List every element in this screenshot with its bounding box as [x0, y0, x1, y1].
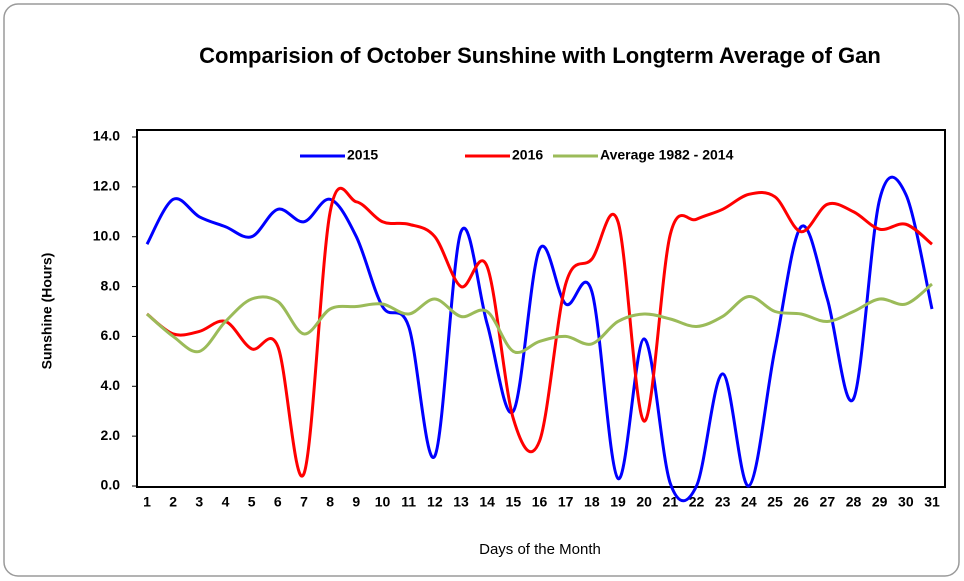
x-tick-label: 28 [846, 494, 862, 510]
x-tick-label: 6 [274, 494, 282, 510]
chart-title: Comparision of October Sunshine with Lon… [199, 43, 881, 68]
series-line [146, 282, 933, 354]
x-tick-label: 2 [169, 494, 177, 510]
x-tick-label: 3 [195, 494, 203, 510]
x-tick-label: 29 [872, 494, 888, 510]
x-tick-label: 22 [689, 494, 705, 510]
x-tick-label: 14 [479, 494, 495, 510]
x-tick-label: 19 [610, 494, 626, 510]
x-tick-label: 15 [506, 494, 522, 510]
frame [3, 3, 960, 577]
x-tick-label: 1 [143, 494, 151, 510]
series-line [145, 175, 934, 503]
y-tick-label: 12.0 [93, 178, 120, 194]
x-tick-label: 31 [924, 494, 940, 510]
y-tick-label: 6.0 [101, 327, 121, 343]
x-tick-label: 5 [248, 494, 256, 510]
x-tick-label: 11 [401, 494, 416, 510]
y-axis-label: Sunshine (Hours) [39, 253, 55, 370]
y-tick-label: 14.0 [93, 128, 120, 144]
plot-area [136, 129, 946, 488]
x-tick-label: 24 [741, 494, 757, 510]
x-tick-label: 8 [326, 494, 334, 510]
x-tick-label: 18 [584, 494, 600, 510]
x-tick-label: 20 [636, 494, 652, 510]
y-tick-label: 4.0 [101, 377, 121, 393]
x-tick-label: 4 [222, 494, 230, 510]
series-line [146, 186, 933, 478]
x-axis-label: Days of the Month [479, 541, 601, 558]
x-tick-label: 17 [558, 494, 574, 510]
x-tick-label: 9 [352, 494, 360, 510]
legend-label: Average 1982 - 2014 [600, 147, 734, 163]
x-tick-label: 16 [532, 494, 548, 510]
x-tick-label: 10 [375, 494, 391, 510]
x-tick-label: 21 [663, 494, 679, 510]
x-tick-label: 23 [715, 494, 731, 510]
legend-label: 2015 [347, 147, 378, 163]
y-tick-label: 10.0 [93, 227, 120, 243]
x-tick-label: 30 [898, 494, 914, 510]
x-tick-label: 26 [793, 494, 809, 510]
legend-label: 2016 [512, 147, 543, 163]
y-tick-label: 2.0 [101, 427, 121, 443]
y-tick-label: 0.0 [101, 477, 121, 493]
x-tick-label: 7 [300, 494, 308, 510]
y-tick-label: 8.0 [101, 277, 121, 293]
x-tick-label: 12 [427, 494, 443, 510]
x-tick-label: 27 [820, 494, 836, 510]
x-tick-label: 13 [453, 494, 469, 510]
x-tick-label: 25 [767, 494, 783, 510]
